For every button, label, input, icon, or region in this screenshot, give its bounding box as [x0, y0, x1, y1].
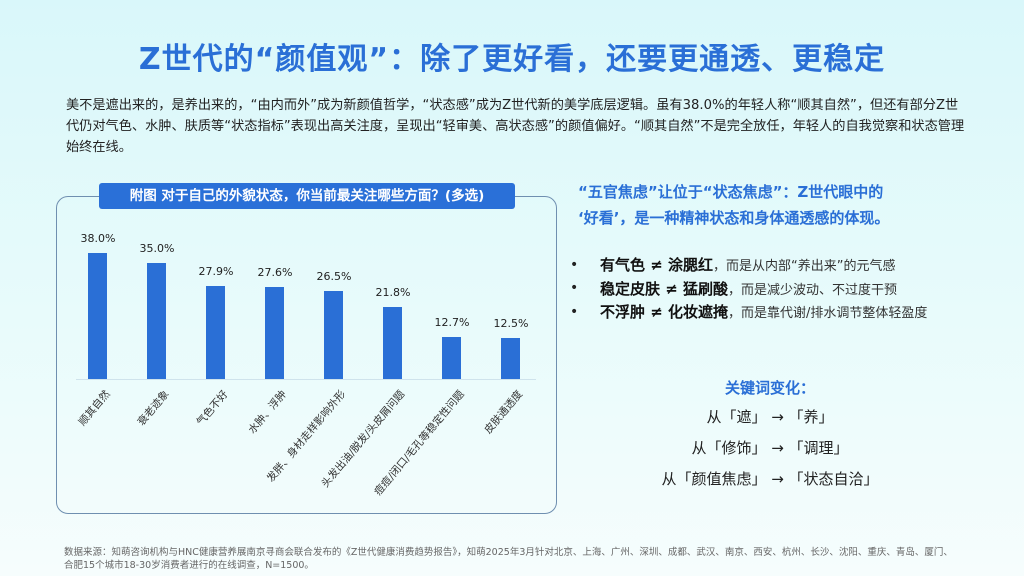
bar	[501, 337, 520, 379]
bullet-item: • 有气色 ≠ 涂腮红 ，而是从内部“养出来”的元气感	[570, 253, 990, 277]
keyword-change: 从「颜值焦虑」 → 「状态自洽」	[661, 470, 879, 488]
chart-title: 附图 对于自己的外貌状态，你当前最关注哪些方面？(多选)	[99, 183, 515, 209]
bullet-dot-icon: •	[570, 280, 579, 297]
bar-value-label: 12.7%	[434, 315, 470, 329]
bullet-dot-icon: •	[570, 256, 579, 273]
bullet-rest: ，而是从内部“养出来”的元气感	[713, 259, 896, 275]
bullet-strong: 不浮肿 ≠ 化妆遮掩	[600, 303, 729, 322]
bullet-strong: 有气色 ≠ 涂腮红	[600, 256, 714, 275]
page-title: Z世代的“颜值观”：除了更好看，还要更通透、更稳定	[138, 42, 886, 77]
bar-value-label: 35.0%	[139, 241, 175, 255]
bar	[88, 252, 107, 379]
source-line-2: 合肥15个城市18-30岁消费者进行的在线调查，N=1500。	[64, 560, 314, 571]
right-heading-line2: ‘好看’，是一种精神状态和身体通透感的体现。	[578, 209, 890, 227]
bullet-dot-icon: •	[570, 303, 579, 320]
intro-paragraph: 美不是遮出来的，是养出来的，“由内而外”成为新颜值哲学，“状态感”成为Z世代新的…	[66, 98, 965, 155]
bar-value-label: 26.5%	[316, 270, 352, 284]
bullet-item: • 不浮肿 ≠ 化妆遮掩 ，而是靠代谢/排水调节整体轻盈度	[570, 300, 990, 324]
bar	[442, 336, 461, 379]
bullet-item: • 稳定皮肤 ≠ 猛刷酸 ，而是减少波动、不过度干预	[570, 277, 990, 301]
right-heading-line1: “五官焦虑”让位于“状态焦虑”：Z世代眼中的	[578, 183, 884, 201]
right-heading: “五官焦虑”让位于“状态焦虑”：Z世代眼中的 ‘好看’，是一种精神状态和身体通透…	[578, 179, 978, 231]
bullet-list: • 有气色 ≠ 涂腮红 ，而是从内部“养出来”的元气感 • 稳定皮肤 ≠ 猛刷酸…	[570, 253, 990, 324]
source-line-1: 数据来源：知萌咨询机构与HNC健康营养展南京寻商会联合发布的《Z世代健康消费趋势…	[64, 547, 953, 558]
bar-value-label: 38.0%	[80, 231, 116, 245]
bar	[383, 306, 402, 379]
bar-value-label: 12.5%	[493, 316, 529, 330]
chart-baseline	[76, 379, 536, 380]
bullet-rest: ，而是靠代谢/排水调节整体轻盈度	[728, 306, 928, 322]
data-source-note: 数据来源：知萌咨询机构与HNC健康营养展南京寻商会联合发布的《Z世代健康消费趋势…	[64, 546, 984, 572]
bar-value-label: 21.8%	[375, 285, 411, 299]
bar	[206, 286, 225, 379]
bar	[147, 262, 166, 379]
bar	[324, 291, 343, 379]
keywords-title: 关键词变化：	[724, 379, 815, 397]
keyword-change: 从「修饰」 → 「调理」	[691, 439, 849, 457]
bar	[265, 287, 284, 379]
keyword-change: 从「遮」 → 「养」	[706, 408, 834, 426]
bar-value-label: 27.9%	[198, 265, 234, 279]
bullet-rest: ，而是减少波动、不过度干预	[728, 282, 898, 298]
bullet-strong: 稳定皮肤 ≠ 猛刷酸	[600, 279, 729, 298]
bar-value-label: 27.6%	[257, 266, 293, 280]
